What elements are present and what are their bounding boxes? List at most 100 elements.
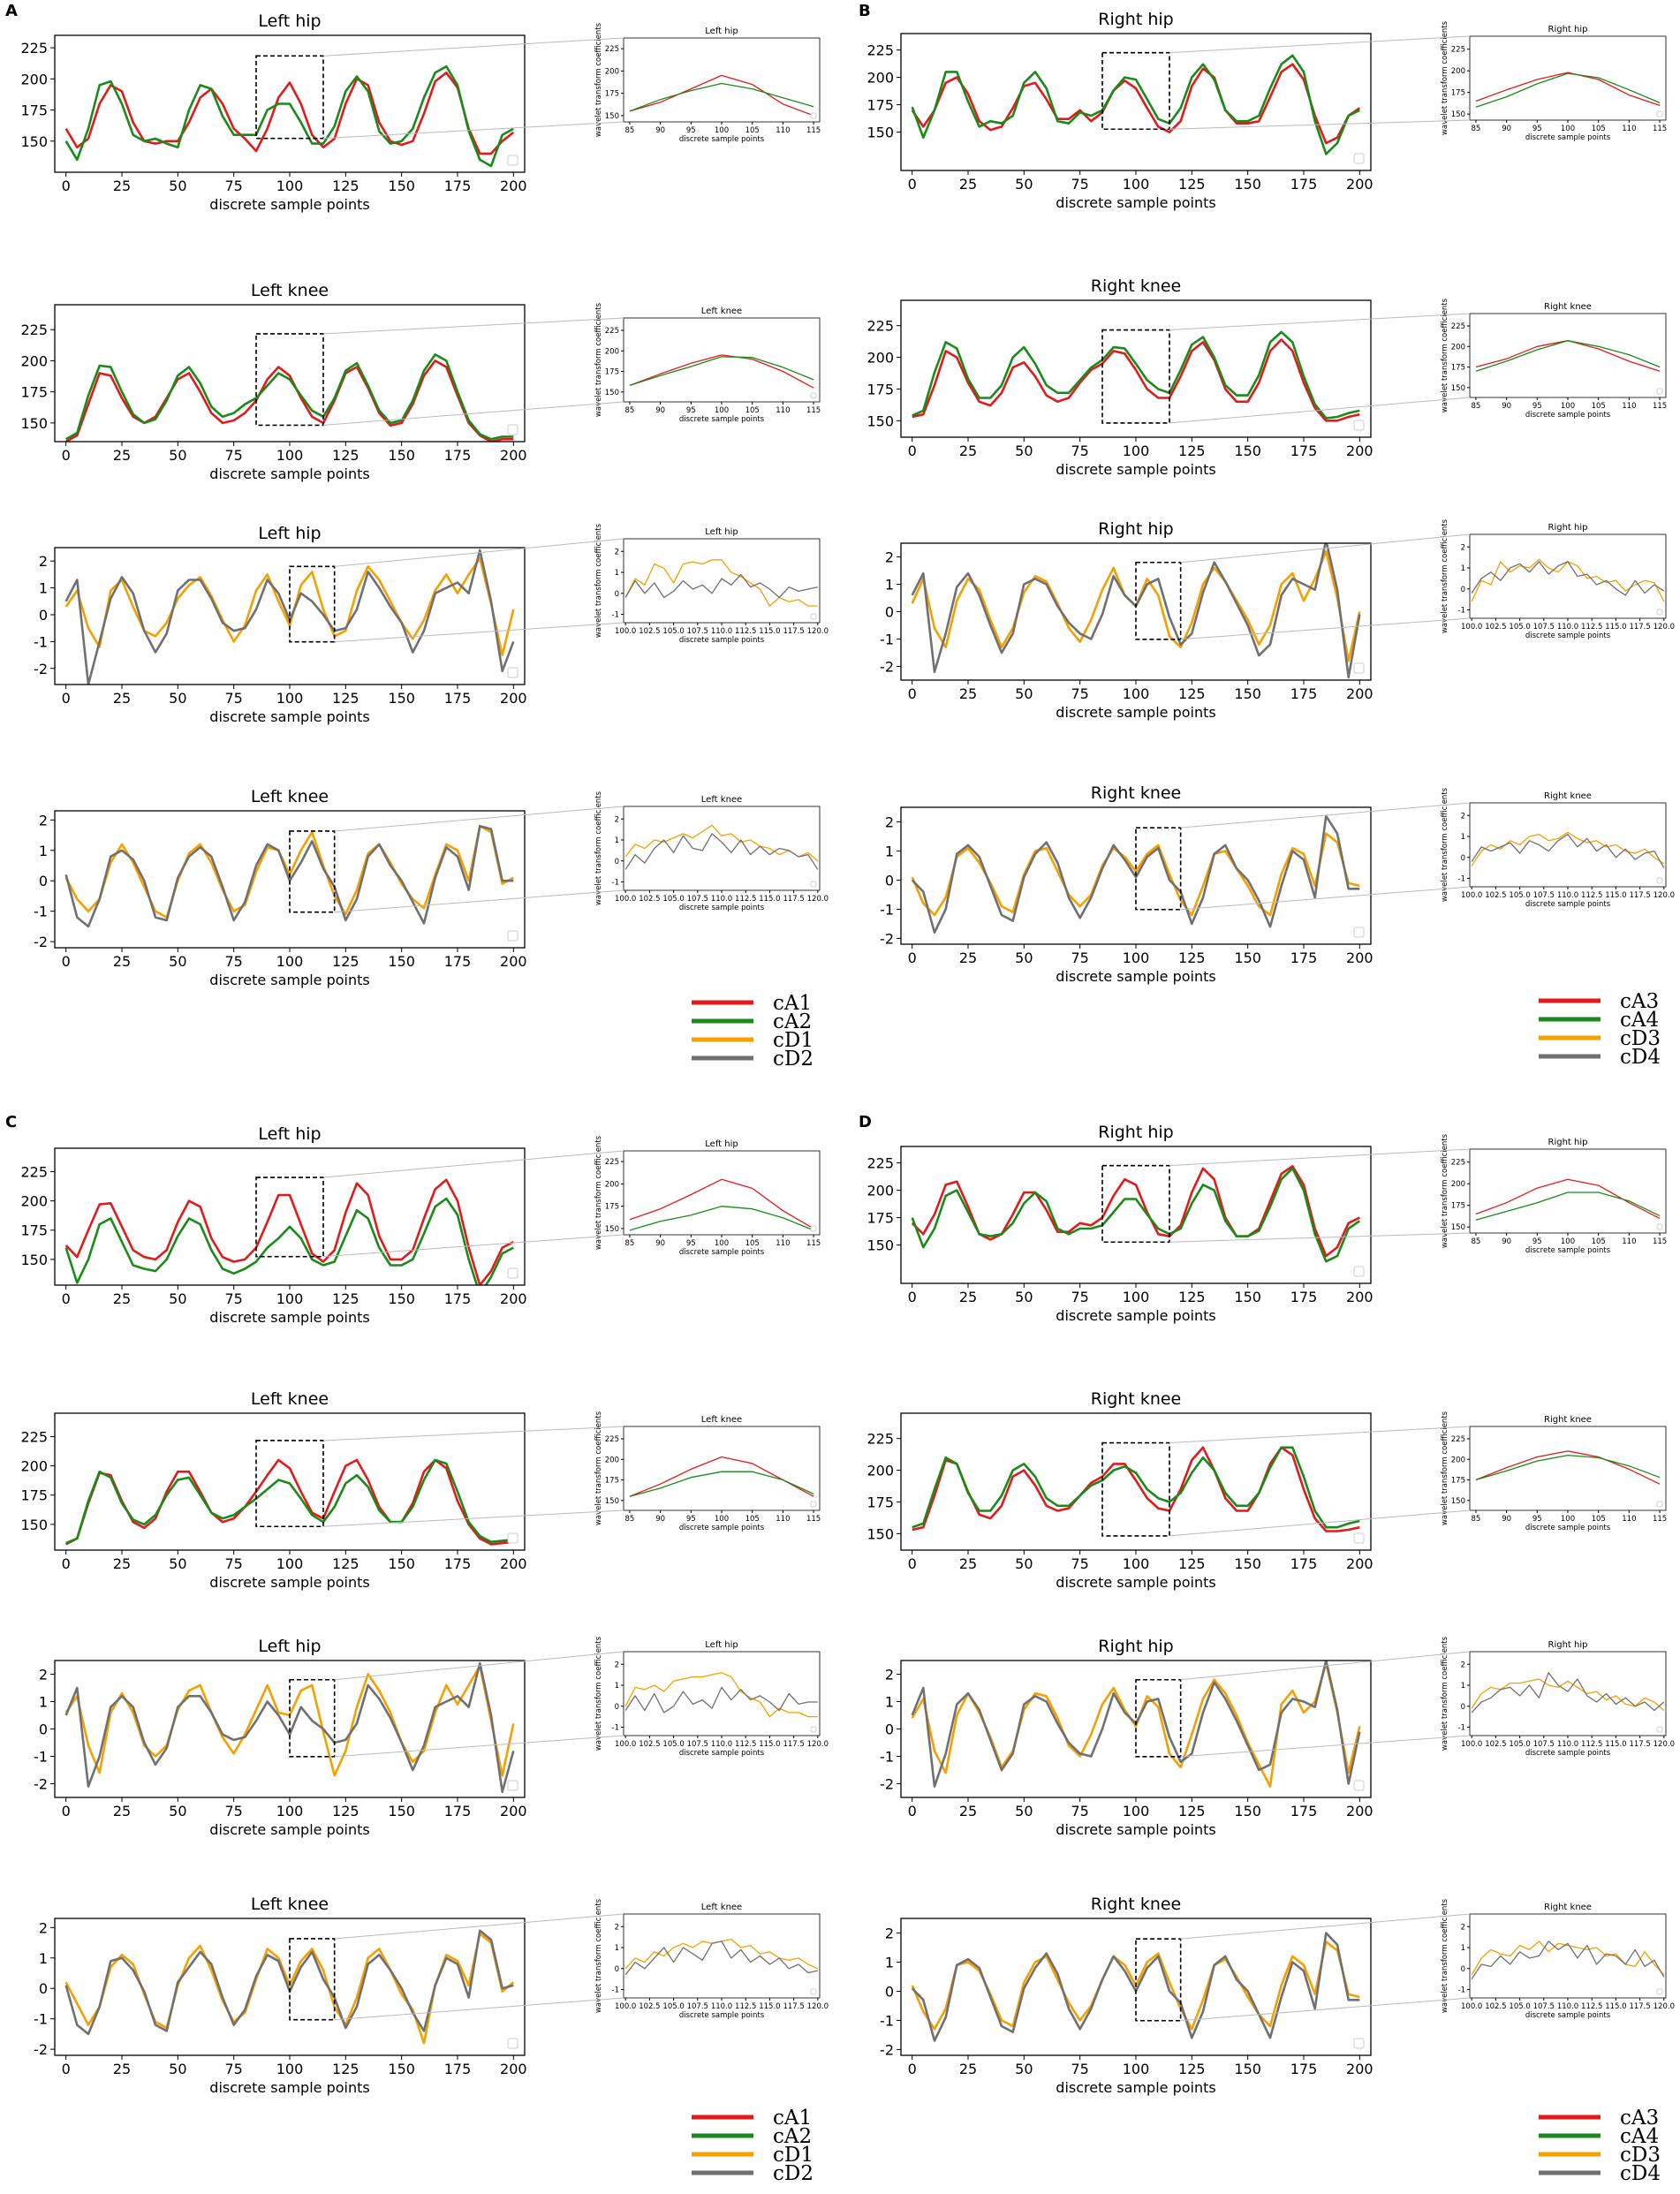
x-axis-label: discrete sample points — [1525, 632, 1611, 640]
plot-title: Right knee — [1091, 1895, 1182, 1914]
inset-plot: Right hip 85 90 95 100 105 110 115 150 175 200 225 d… — [1441, 1133, 1667, 1255]
x-tick-label: 175 — [444, 1290, 472, 1307]
panel-label: C — [5, 1113, 17, 1131]
plot-title: Right knee — [1544, 791, 1592, 801]
main-plot: Left hip 0 25 50 75 100 125 150 175 200 150 175 200 2… — [20, 11, 526, 213]
legend-marker-empty — [1353, 662, 1365, 674]
x-tick-label: 90 — [655, 406, 665, 415]
x-tick-label: 175 — [444, 447, 472, 464]
x-tick-label: 0 — [908, 685, 917, 702]
x-tick-label: 85 — [1472, 402, 1481, 411]
x-tick-label: 112.5 — [1581, 623, 1602, 632]
legend-label: cA1 — [773, 2107, 812, 2130]
y-tick-label: 0 — [1461, 586, 1465, 594]
plot-title: Right hip — [1098, 519, 1173, 539]
x-tick-label: 100 — [276, 1555, 304, 1572]
x-tick-label: 117.5 — [1629, 623, 1650, 632]
legend-marker-empty — [810, 881, 817, 888]
x-tick-label: 100.0 — [1461, 2002, 1482, 2011]
series-line-cA2 — [65, 353, 514, 441]
series-line-cA2 — [629, 82, 814, 112]
x-tick-label: 75 — [224, 1803, 242, 1820]
main-plot: Right hip 0 25 50 75 100 125 150 175 200 -2 -1 0 1 2 di… — [880, 519, 1374, 721]
series-line-cA3 — [911, 1165, 1360, 1258]
legend-marker-empty — [1353, 2038, 1365, 2049]
x-tick-label: 110.0 — [1557, 2002, 1578, 2011]
plot-frame — [1469, 313, 1667, 398]
x-tick-label: 105.0 — [1509, 623, 1530, 632]
x-tick-label: 85 — [625, 1515, 635, 1524]
x-tick-label: 112.5 — [1581, 891, 1602, 900]
zoom-region-box — [289, 1938, 336, 2021]
legend-marker-empty — [1656, 1726, 1663, 1733]
x-tick-label: 102.5 — [639, 627, 660, 636]
legend-marker-empty — [810, 613, 817, 620]
x-tick-label: 175 — [444, 953, 472, 970]
legend-marker-empty — [507, 424, 518, 435]
x-tick-label: 75 — [1071, 2061, 1088, 2077]
series-line-cD4 — [911, 543, 1361, 679]
x-tick-label: 125 — [332, 690, 359, 707]
y-tick-label: 175 — [866, 1494, 894, 1510]
zoom-connector-line — [334, 1651, 624, 1681]
series-line-cA4 — [1475, 1454, 1661, 1481]
y-tick-label: 1 — [1461, 1682, 1465, 1691]
x-tick-label: 100 — [715, 1239, 729, 1248]
series-line-cA1 — [629, 1456, 814, 1497]
legend-label: cD2 — [773, 1048, 814, 1071]
plot-title: Left knee — [701, 795, 742, 805]
y-tick-label: 225 — [20, 40, 48, 57]
y-axis-label: wavelet transform coefficients — [594, 1411, 603, 1525]
legend-marker-empty — [507, 1532, 518, 1544]
x-tick-label: 102.5 — [639, 895, 660, 904]
zoom-connector-line — [1180, 1913, 1471, 1940]
x-tick-label: 150 — [388, 1555, 415, 1572]
plot-title: Left hip — [258, 1124, 321, 1144]
x-tick-label: 75 — [1071, 443, 1088, 459]
x-axis-label: discrete sample points — [1525, 1749, 1611, 1758]
y-tick-label: 150 — [20, 1252, 48, 1268]
y-axis-label: wavelet transform coefficients — [1441, 1636, 1449, 1751]
zoom-connector-line — [1180, 617, 1471, 640]
plot-title: Right knee — [1091, 783, 1182, 803]
x-axis-label: discrete sample points — [1525, 1524, 1611, 1532]
legend-marker-empty — [1353, 1266, 1365, 1277]
y-axis-label: wavelet transform coefficients — [1441, 298, 1449, 412]
series-line-cD1 — [624, 559, 818, 607]
x-tick-label: 75 — [224, 2061, 242, 2077]
x-tick-label: 150 — [388, 1803, 415, 1820]
legend-marker-empty — [507, 2038, 518, 2049]
x-tick-label: 150 — [388, 2061, 415, 2077]
x-axis-label: discrete sample points — [1525, 900, 1611, 909]
plot-title: Left hip — [705, 527, 738, 537]
y-tick-label: 1 — [885, 843, 894, 859]
x-tick-label: 175 — [1290, 1289, 1318, 1305]
legend-marker-empty — [507, 930, 518, 942]
y-tick-label: 175 — [20, 384, 48, 401]
x-tick-label: 117.5 — [783, 895, 804, 904]
inset-plot: Left knee 85 90 95 100 105 110 115 150 175 200 225 d… — [594, 302, 821, 424]
x-tick-label: 110 — [776, 1239, 790, 1248]
x-tick-label: 25 — [959, 176, 977, 193]
series-line-cA1 — [65, 1458, 514, 1546]
series-line-cA3 — [1475, 72, 1661, 107]
y-tick-label: 2 — [885, 1667, 894, 1683]
x-axis-label: discrete sample points — [1056, 1574, 1215, 1591]
x-tick-label: 50 — [1015, 2061, 1033, 2077]
x-tick-label: 125 — [332, 953, 359, 970]
x-tick-label: 175 — [1290, 176, 1318, 193]
x-tick-label: 200 — [1346, 1803, 1374, 1820]
x-tick-label: 150 — [1234, 1803, 1261, 1820]
series-line-cA3 — [912, 338, 1360, 422]
y-tick-label: -1 — [612, 1986, 619, 1995]
zoom-region-box — [1135, 561, 1182, 640]
main-plot: Right knee 0 25 50 75 100 125 150 175 200 150 175 20… — [866, 1389, 1373, 1591]
legend-marker-empty — [810, 1726, 817, 1733]
x-axis-label: discrete sample points — [1056, 461, 1215, 478]
plot-title: Left knee — [701, 306, 742, 316]
plot-title: Left hip — [258, 524, 321, 543]
x-tick-label: 107.5 — [1533, 891, 1555, 900]
y-tick-label: 175 — [20, 1222, 48, 1239]
y-tick-label: 175 — [1451, 89, 1465, 98]
y-tick-label: 225 — [605, 45, 619, 54]
